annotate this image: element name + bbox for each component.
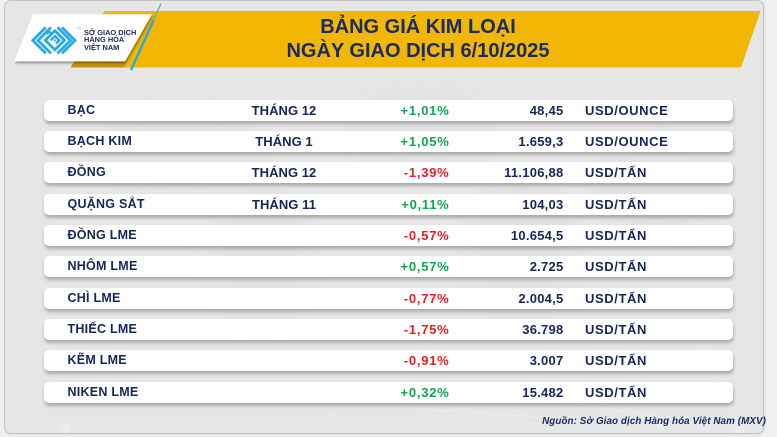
svg-text:TM: TM	[77, 27, 82, 31]
